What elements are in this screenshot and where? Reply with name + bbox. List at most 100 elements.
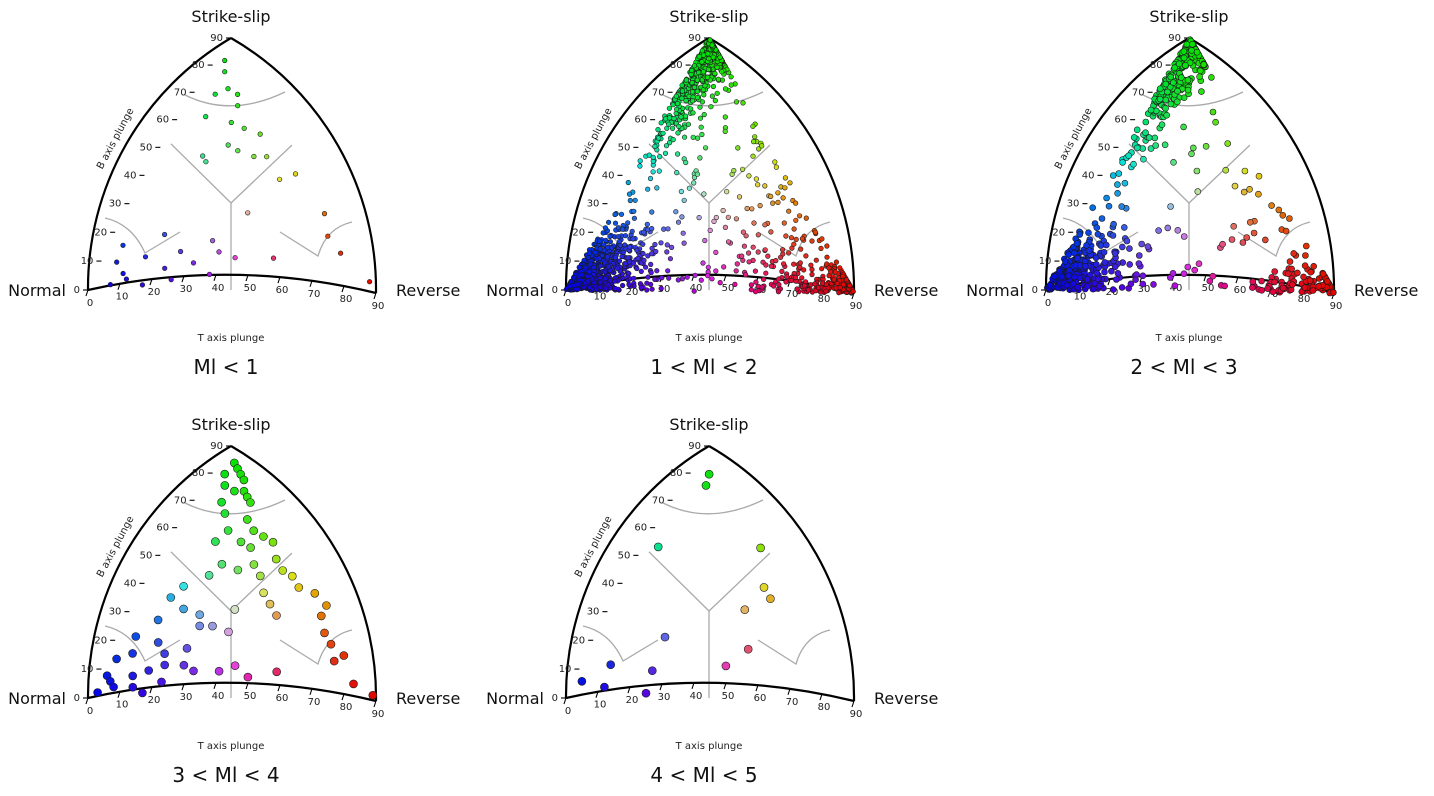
b-axis-tick-label: 80 <box>670 468 683 479</box>
scatter-point <box>1307 268 1315 276</box>
scatter-point <box>278 566 288 575</box>
scatter-point <box>658 285 664 292</box>
right-edge <box>708 445 856 702</box>
scatter-point <box>1065 251 1072 258</box>
scatter-point <box>1243 234 1251 241</box>
t-axis-title: T axis plunge <box>675 741 743 752</box>
scatter-point <box>251 153 257 160</box>
scatter-point <box>1246 219 1254 226</box>
scatter-point <box>1170 159 1177 166</box>
scatter-point <box>246 543 255 552</box>
b-axis-tick-label: 20 <box>572 227 585 238</box>
scatter-point <box>617 242 623 249</box>
scatter-point <box>755 232 761 238</box>
scatter-point <box>1093 269 1101 277</box>
scatter-point <box>1261 236 1269 244</box>
scatter-point <box>715 76 721 82</box>
scatter-point <box>1221 282 1229 290</box>
scatter-point <box>673 209 679 215</box>
scatter-point <box>643 264 649 270</box>
scatter-point <box>268 537 278 547</box>
scatter-point <box>646 152 652 158</box>
scatter-point <box>775 190 781 196</box>
scatter-point <box>255 571 265 581</box>
scatter-point <box>1058 273 1066 280</box>
b-axis-tick-label: 40 <box>602 170 615 181</box>
t-axis-tick-label: 80 <box>340 702 353 713</box>
scatter-point <box>1101 268 1108 276</box>
scatter-point <box>689 67 695 74</box>
scatter-point <box>1171 64 1178 71</box>
scatter-point <box>763 270 769 276</box>
b-axis-tick-label: 60 <box>1114 115 1127 126</box>
scatter-point <box>626 191 633 197</box>
scatter-point <box>644 287 650 293</box>
scatter-point <box>638 268 644 275</box>
b-axis-tick-label: 0 <box>1032 285 1038 296</box>
scatter-point <box>781 220 787 226</box>
b-axis-tick-label: 10 <box>559 256 572 267</box>
scatter-point <box>712 97 718 104</box>
scatter-point <box>616 258 623 264</box>
scatter-point <box>631 215 637 221</box>
sector-line <box>708 552 771 612</box>
scatter-point <box>802 283 808 289</box>
scatter-point <box>367 279 373 285</box>
scatter-point <box>1103 194 1110 202</box>
vertex-label-reverse: Reverse <box>874 281 938 300</box>
scatter-point <box>634 265 640 272</box>
scatter-point <box>271 554 281 564</box>
scatter-point <box>1051 273 1058 280</box>
scatter-point <box>660 632 670 642</box>
scatter-point <box>1119 243 1126 251</box>
scatter-point <box>631 208 637 214</box>
t-axis-tick <box>309 280 313 287</box>
b-axis-tick-label: 80 <box>192 60 205 71</box>
t-axis-tick-label: 0 <box>565 706 571 717</box>
scatter-point <box>1071 273 1078 281</box>
scatter-point <box>1089 204 1096 211</box>
left-edge <box>1044 37 1190 291</box>
scatter-point <box>684 274 690 280</box>
scatter-point <box>654 185 660 191</box>
scatter-point <box>620 249 626 255</box>
scatter-point <box>235 148 241 154</box>
t-axis-tick-label: 10 <box>116 292 129 303</box>
scatter-point <box>784 274 790 280</box>
scatter-point <box>644 280 650 286</box>
panel-title: 3 < Ml < 4 <box>172 763 279 787</box>
scatter-point <box>759 143 765 149</box>
scatter-point <box>744 205 750 212</box>
t-axis-tick <box>85 697 89 705</box>
scatter-point <box>206 271 213 278</box>
t-axis-tick <box>627 686 631 694</box>
scatter-point <box>765 253 771 259</box>
scatter-point <box>622 261 628 267</box>
scatter-point <box>645 274 651 280</box>
scatter-point <box>773 164 780 170</box>
t-axis-tick <box>85 289 89 297</box>
scatter-point <box>1109 172 1117 179</box>
b-axis-tick-label: 0 <box>552 693 558 704</box>
t-axis-tick-label: 90 <box>372 709 385 720</box>
scatter-point <box>836 290 842 296</box>
scatter-point <box>142 254 149 260</box>
scatter-point <box>597 279 603 285</box>
scatter-point <box>292 171 299 177</box>
scatter-point <box>725 214 731 220</box>
scatter-point <box>1183 40 1191 48</box>
scatter-point <box>112 654 121 664</box>
b-axis-tick-label: 20 <box>94 227 107 238</box>
scatter-point <box>157 677 166 687</box>
bottom-edge <box>87 681 377 703</box>
scatter-point <box>128 649 137 658</box>
scatter-point <box>1142 118 1150 126</box>
scatter-point <box>1246 186 1253 193</box>
scatter-point <box>1196 73 1203 80</box>
scatter-point <box>1076 231 1083 238</box>
scatter-point <box>592 250 598 256</box>
scatter-point <box>1230 223 1238 230</box>
t-axis-tick-label: 90 <box>1330 301 1343 312</box>
scatter-point <box>751 139 757 145</box>
scatter-point <box>1093 224 1101 231</box>
